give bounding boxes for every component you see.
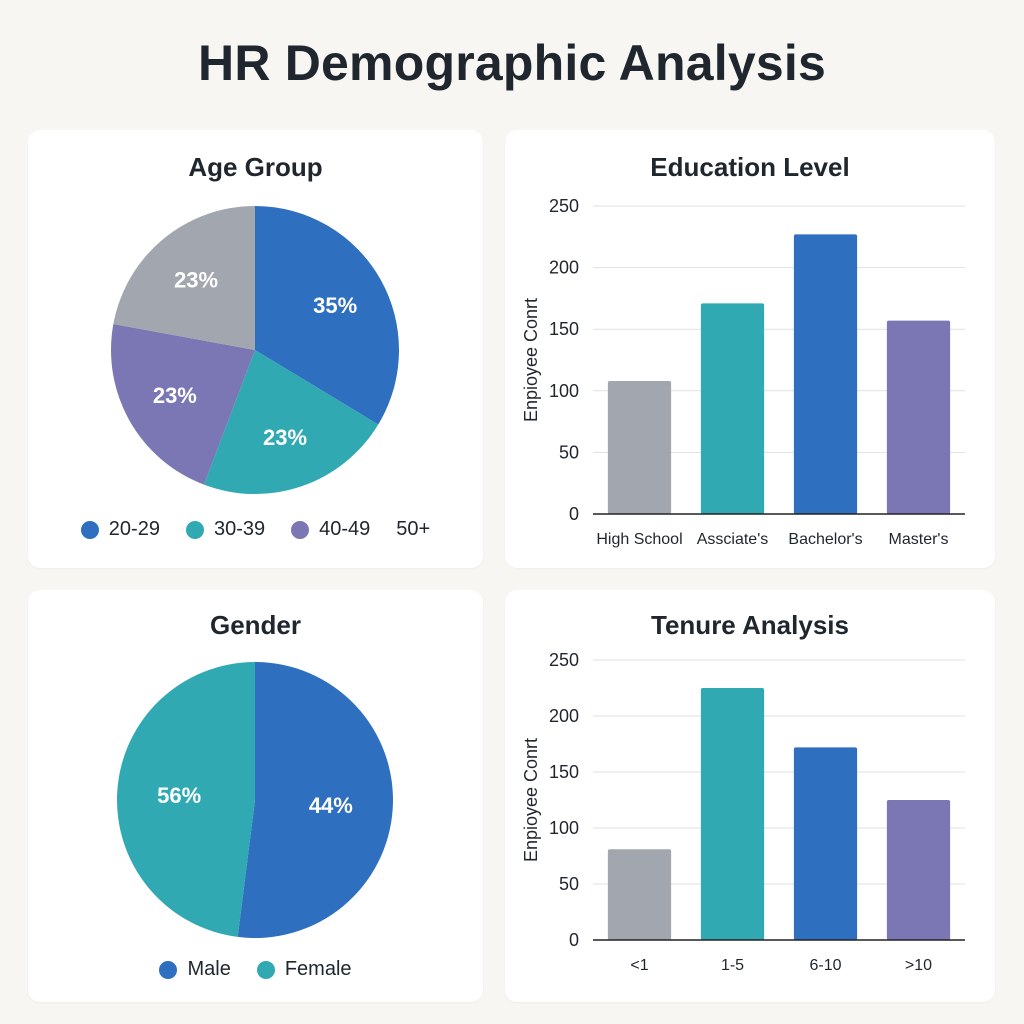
gender-legend-swatch-male	[159, 960, 178, 979]
tenure-bar-6-10	[793, 747, 858, 940]
gender-legend-item-male: Male	[159, 958, 231, 981]
education-level-bar-chart: 0 50 100 150 200 250 High School Assciate's Bach…	[521, 196, 965, 548]
age-legend-item-30-39: 30-39	[185, 518, 266, 541]
education-x-tick-label-master-s: Master's	[889, 531, 949, 548]
gender-slice-male	[237, 662, 393, 938]
tenure-analysis-bar-chart: 0 50 100 150 200 250 <1 1-5 6-10 >10 Enpioyee Conr…	[521, 650, 965, 974]
education-bar-master-s	[886, 320, 951, 514]
gender-title: Gender	[209, 610, 302, 640]
education-level-title: Education Level	[650, 152, 850, 182]
gender-slice-label-male: 44%	[309, 793, 353, 818]
age-legend-swatch-40-49	[291, 520, 310, 539]
tenure-y-tick-label: 250	[549, 650, 579, 670]
page-title: HR Demographic Analysis	[198, 35, 826, 91]
age-legend-label-50: 50+	[396, 518, 431, 540]
age-slice-label-50: 23%	[174, 267, 218, 292]
tenure-analysis-card: Tenure Analysis 0 50 100 150 200 250 <1 1-5 6-10…	[505, 590, 995, 1002]
tenure-x-tick-label-10: >10	[905, 957, 932, 974]
age-legend-label-40-49: 40-49	[319, 518, 371, 540]
education-bar-high-school	[607, 380, 672, 514]
education-bar-bachelor-s	[793, 234, 858, 514]
education-x-tick-label-high-school: High School	[596, 531, 682, 548]
tenure-x-tick-label-6-10: 6-10	[809, 957, 841, 974]
age-slice-20-29	[255, 206, 399, 425]
education-bar-assciate-s	[700, 303, 765, 514]
tenure-analysis-title: Tenure Analysis	[651, 610, 849, 640]
education-y-tick-label: 0	[569, 504, 579, 524]
age-legend-label-30-39: 30-39	[213, 518, 266, 540]
tenure-bar-10	[886, 800, 951, 940]
education-x-tick-label-assciate-s: Assciate's	[697, 531, 769, 548]
education-y-tick-label: 100	[549, 381, 579, 401]
tenure-y-axis-label: Enpioyee Conrt	[521, 738, 541, 862]
age-slice-label-30-39: 23%	[263, 425, 307, 450]
gender-legend-label-male: Male	[187, 958, 231, 980]
age-legend-swatch-20-29	[80, 520, 99, 539]
tenure-y-tick-label: 50	[559, 874, 579, 894]
age-legend-item-50: 50+	[396, 518, 430, 541]
age-group-pie-chart: 35% 23% 23% 23%	[111, 206, 399, 494]
tenure-y-tick-label: 0	[569, 930, 579, 950]
education-y-axis-label: Enpioyee Conrt	[521, 298, 541, 422]
tenure-x-tick-label-1: <1	[630, 957, 648, 974]
age-slice-30-39	[203, 350, 379, 494]
tenure-y-tick-label: 200	[549, 706, 579, 726]
education-y-tick-label: 200	[549, 258, 579, 278]
education-level-card: Education Level 0 50 100 150 200 250 High Scho…	[505, 130, 995, 568]
gender-pie-chart: 44% 56%	[116, 662, 393, 938]
age-group-title: Age Group	[188, 152, 323, 182]
gender-slice-female	[116, 662, 255, 937]
age-slice-40-49	[111, 324, 255, 485]
age-group-legend: 20-29 30-39 40-49 50+	[28, 518, 483, 541]
age-slice-50	[113, 206, 255, 350]
education-y-tick-label: 250	[549, 196, 579, 216]
tenure-y-tick-label: 150	[549, 762, 579, 782]
education-x-tick-label-bachelor-s: Bachelor's	[788, 531, 862, 548]
gender-legend-item-female: Female	[256, 958, 352, 981]
age-slice-label-20-29: 35%	[313, 293, 357, 318]
tenure-bar-1-5	[700, 688, 765, 940]
gender-legend-label-female: Female	[284, 958, 352, 980]
age-group-card: Age Group 35% 23% 23% 23% 20-29 30-39 40-49 50…	[28, 130, 483, 568]
education-y-tick-label: 150	[549, 319, 579, 339]
gender-legend: Male Female	[28, 958, 483, 981]
tenure-x-tick-label-1-5: 1-5	[721, 957, 744, 974]
tenure-y-tick-label: 100	[549, 818, 579, 838]
gender-slice-label-female: 56%	[157, 783, 201, 808]
age-legend-label-20-29: 20-29	[108, 518, 160, 540]
gender-legend-swatch-female	[256, 960, 275, 979]
age-slice-label-40-49: 23%	[153, 383, 197, 408]
tenure-bar-1	[607, 849, 672, 940]
age-legend-swatch-30-39	[185, 520, 204, 539]
age-legend-item-20-29: 20-29	[80, 518, 160, 541]
gender-card: Gender 44% 56% Male Female	[28, 590, 483, 1002]
age-legend-item-40-49: 40-49	[291, 518, 370, 541]
education-y-tick-label: 50	[559, 442, 579, 462]
